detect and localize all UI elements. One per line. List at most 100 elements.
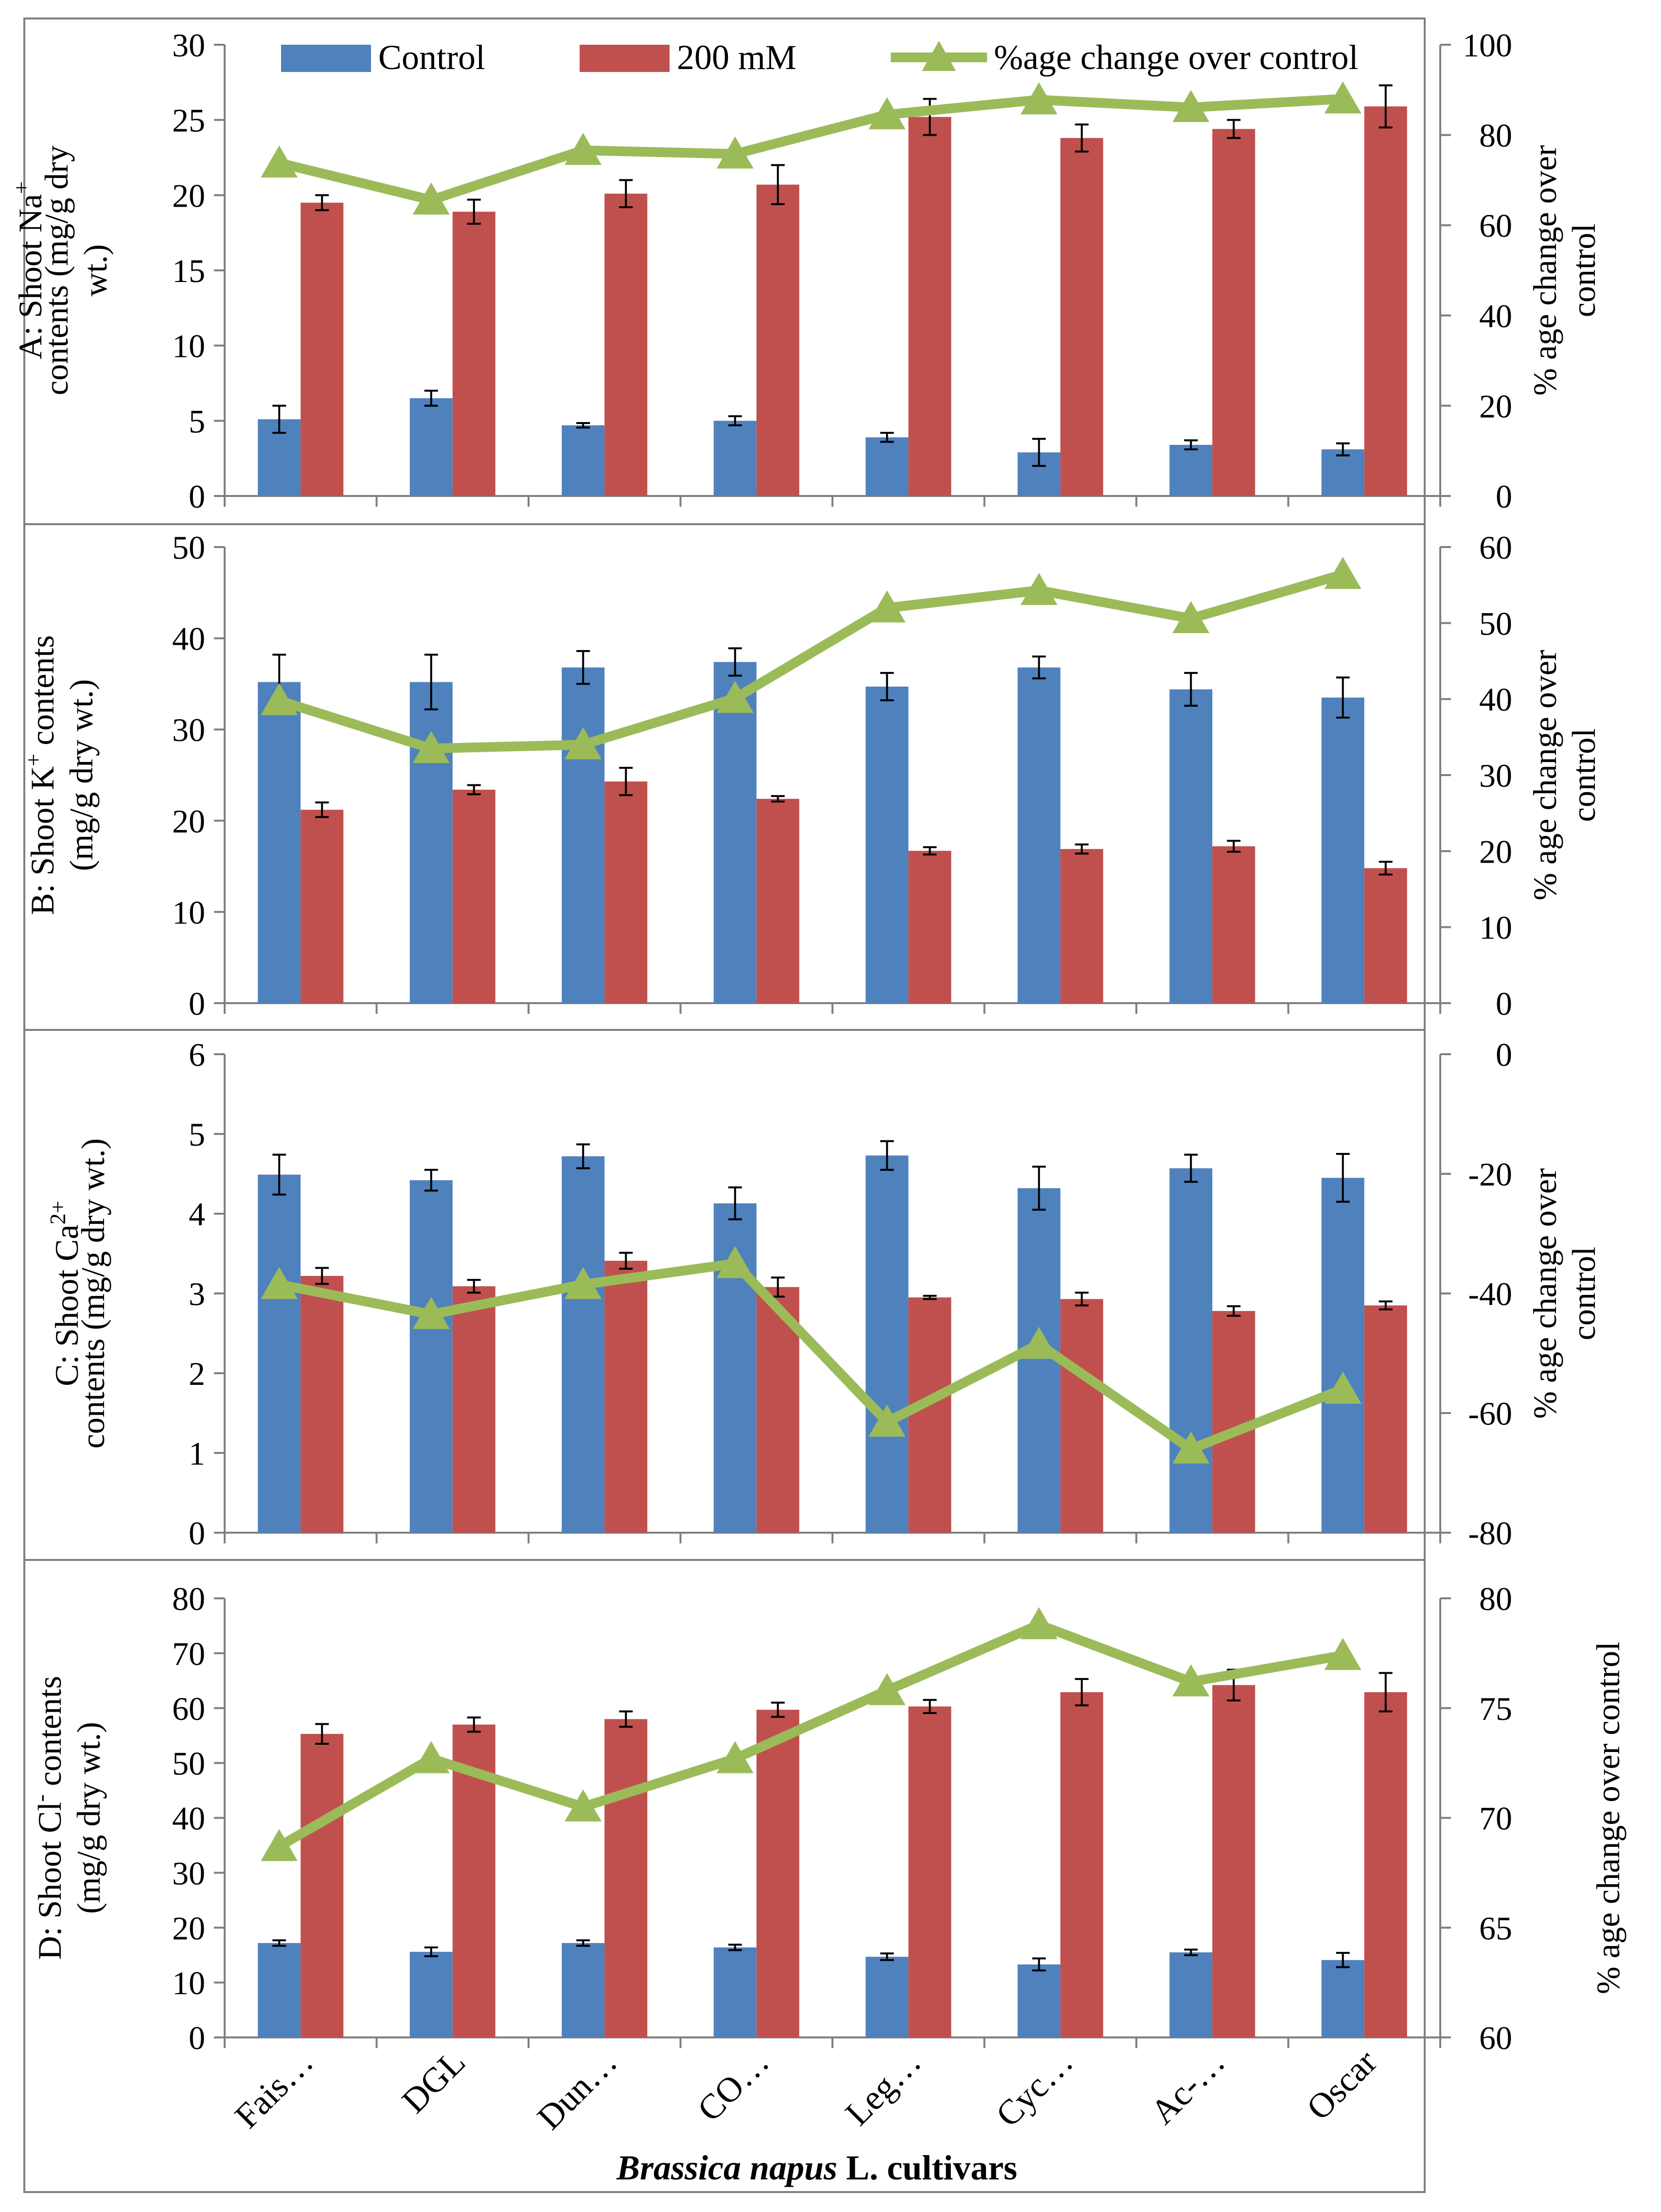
panel-a-bar-200mm xyxy=(452,212,495,496)
panel-d-y2-tick-label: 70 xyxy=(1479,1800,1512,1837)
panel-b-bar-200mm xyxy=(604,781,648,1003)
panel-b-bar-200mm xyxy=(908,850,952,1003)
panel-c-y2-tick-label: -40 xyxy=(1468,1275,1512,1312)
panel-a-y2-tick-label: 100 xyxy=(1463,27,1512,64)
y-label-line: (mg/g dry wt.) xyxy=(70,1722,107,1914)
panel-d-bar-control xyxy=(562,1943,605,2037)
panel-a-y2-tick-label: 80 xyxy=(1479,117,1512,154)
panel-a-bar-200mm xyxy=(1060,138,1103,496)
panel-b-y2-tick-label: 0 xyxy=(1496,985,1512,1022)
panel-d-bar-200mm xyxy=(756,1710,799,2037)
panel-c-bar-control xyxy=(409,1180,453,1533)
panel-d-change-marker xyxy=(261,1829,298,1861)
y-label-line: contents (mg/g dry wt.) xyxy=(74,1138,111,1449)
panel-d-bar-200mm xyxy=(1212,1685,1255,2037)
panel-b-bar-200mm xyxy=(1364,868,1407,1003)
panel-c-change-marker xyxy=(868,1404,906,1437)
panel-a-bar-control xyxy=(866,437,909,496)
panel-c-y2-axis-label: % age change overcontrol xyxy=(1526,1168,1602,1419)
panel-b-bar-control xyxy=(713,662,757,1003)
panel-d-bar-control xyxy=(866,1957,909,2037)
panel-c-y2-tick-label: -60 xyxy=(1468,1395,1512,1432)
panel-d-y-tick-label: 40 xyxy=(172,1800,205,1837)
panel-d-y-tick-label: 20 xyxy=(172,1910,205,1947)
panel-b-y2-tick-label: 20 xyxy=(1479,833,1512,870)
y-label-line: A: Shoot Na xyxy=(12,194,49,359)
panel-c-change-marker xyxy=(565,1267,602,1299)
panel-a-y-tick-label: 25 xyxy=(172,102,205,139)
y-label-line: (mg/g dry wt.) xyxy=(63,679,100,871)
panel-a-y-tick-label: 20 xyxy=(172,177,205,214)
panel-a-change-marker xyxy=(565,133,602,165)
panel-c-change-marker xyxy=(412,1297,450,1329)
y2-label-line: control xyxy=(1565,728,1602,822)
panel-b-change-marker xyxy=(868,590,906,623)
panel-b-bar-control xyxy=(258,682,301,1003)
panel-c-change-line xyxy=(278,1258,1345,1454)
legend-control-label: Control xyxy=(378,38,485,77)
panel-b-bar-200mm xyxy=(1060,849,1103,1003)
panel-c-change-marker xyxy=(1172,1431,1210,1464)
panel-d-change-marker xyxy=(1324,1638,1361,1670)
panel-c-bar-control xyxy=(1321,1178,1364,1533)
panel-d-change-marker xyxy=(565,1789,602,1822)
panel-d-change-marker xyxy=(412,1741,450,1773)
y-label-line-rest: contents xyxy=(24,635,61,754)
panel-b-bar-200mm xyxy=(300,810,344,1003)
panel-a-y-axis-label: A: Shoot Na+ contents (mg/g drywt.) xyxy=(9,145,114,395)
y-label-superscript: + xyxy=(9,181,34,194)
panel-a-y2-tick-label: 40 xyxy=(1479,298,1512,335)
panel-c-bar-control xyxy=(1017,1188,1060,1533)
panel-c-chart: 0 1 2 3 4 5 6 -80 -60 -40 -20 0 C: Shoot Ca2+ content… xyxy=(45,1036,1602,1552)
y2-label-line: control xyxy=(1565,1247,1602,1341)
panel-d-bar-control xyxy=(713,1947,757,2037)
panel-d-y-tick-label: 50 xyxy=(172,1745,205,1782)
panel-b-bar-control xyxy=(409,682,453,1003)
panel-a-change-marker xyxy=(1324,81,1361,114)
y2-label-line: % age change over xyxy=(1526,1168,1563,1419)
panel-a-bar-200mm xyxy=(1364,106,1407,496)
panel-c-bar-200mm xyxy=(604,1260,648,1533)
panel-b-change-marker xyxy=(261,683,298,715)
y2-label-line: % age change over control xyxy=(1590,1642,1626,1994)
panel-d-bar-200mm xyxy=(1060,1692,1103,2037)
panel-c-y-tick-label: 4 xyxy=(189,1196,205,1233)
panel-a-change-line xyxy=(278,94,1343,205)
panel-d-change-marker xyxy=(1020,1607,1058,1640)
panel-c-bar-200mm xyxy=(300,1275,344,1533)
y-label-superscript: 2+ xyxy=(45,1201,70,1224)
panel-a-change-marker xyxy=(261,145,298,178)
panel-b-bar-control xyxy=(1169,689,1213,1003)
panel-b-y2-tick-label: 40 xyxy=(1479,681,1512,718)
panel-a-change-marker xyxy=(412,182,450,215)
y2-label-line: control xyxy=(1565,224,1602,318)
panel-c-change-marker xyxy=(1324,1371,1361,1404)
panel-a-bar-control xyxy=(1321,449,1364,496)
x-axis-title: Brassica napus L. cultivars xyxy=(616,2148,1017,2187)
panel-b-bar-control xyxy=(866,687,909,1003)
panel-d-bar-control xyxy=(1017,1964,1060,2037)
panel-b-y-tick-label: 30 xyxy=(172,711,205,748)
panel-a-y-tick-label: 15 xyxy=(172,252,205,289)
panel-a-y2-tick-label: 60 xyxy=(1479,207,1512,244)
legend-200mm-swatch xyxy=(580,45,670,72)
legend-200mm-label: 200 mM xyxy=(677,38,796,77)
panel-c-change-marker xyxy=(1020,1327,1058,1359)
panel-b-change-marker xyxy=(1172,601,1210,633)
panel-b-bar-control xyxy=(1321,697,1364,1003)
panel-d-y-tick-label: 0 xyxy=(189,2019,205,2056)
panel-a-bar-200mm xyxy=(756,184,799,496)
panel-d-bar-200mm xyxy=(604,1719,648,2037)
panel-d-bar-200mm xyxy=(1364,1692,1407,2037)
panel-c-y-tick-label: 5 xyxy=(189,1116,205,1153)
y-label-line: wt.) xyxy=(77,244,114,297)
panel-a-bar-200mm xyxy=(1212,129,1255,496)
panel-c-y-tick-label: 1 xyxy=(189,1435,205,1472)
panel-a-change-marker xyxy=(716,136,754,169)
legend-change-marker xyxy=(922,41,956,71)
panel-b-bar-control xyxy=(562,667,605,1003)
panel-a-y2-tick-label: 0 xyxy=(1496,478,1512,515)
panel-a-change-marker xyxy=(1020,82,1058,115)
legend-control-swatch xyxy=(281,45,371,72)
